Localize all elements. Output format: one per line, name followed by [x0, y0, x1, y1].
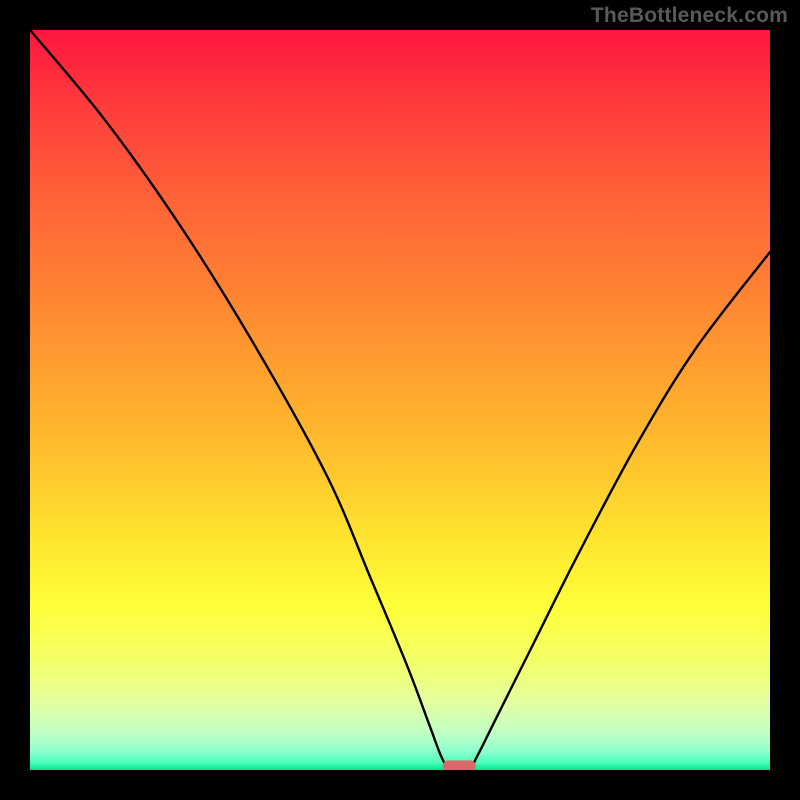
optimum-marker: [443, 760, 476, 770]
watermark-text: TheBottleneck.com: [591, 4, 788, 28]
chart-frame: TheBottleneck.com: [0, 0, 800, 800]
plot-svg: [30, 30, 770, 770]
bottleneck-plot: [30, 30, 770, 770]
gradient-background: [30, 30, 770, 770]
